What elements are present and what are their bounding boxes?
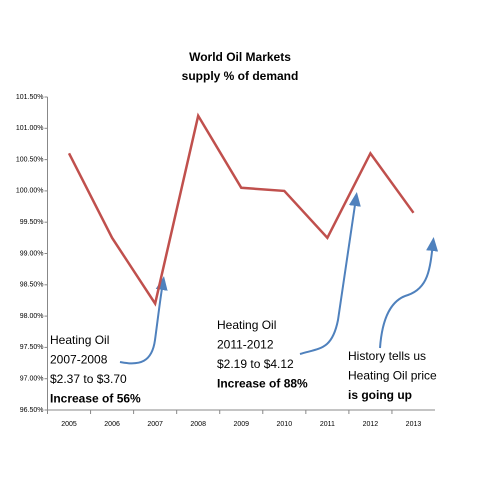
y-tick-label: 99.00% <box>20 250 44 257</box>
y-tick-label: 98.00% <box>20 313 44 320</box>
y-tick-label: 101.00% <box>16 125 44 132</box>
y-tick-label: 97.00% <box>20 376 44 383</box>
y-tick-label: 100.50% <box>16 156 44 163</box>
x-tick-label: 2011 <box>320 421 335 428</box>
y-tick-label: 99.50% <box>20 219 44 226</box>
x-tick-label: 2008 <box>190 421 206 428</box>
annotation-line: Heating Oil <box>217 318 276 332</box>
chart-subtitle: supply % of demand <box>182 69 299 83</box>
x-tick-label: 2009 <box>233 421 249 428</box>
y-tick-label: 96.50% <box>20 407 44 414</box>
chart-title: World Oil Markets <box>189 50 291 64</box>
x-tick-label: 2007 <box>147 421 163 428</box>
x-tick-label: 2006 <box>104 421 120 428</box>
annotation-line: Increase of 88% <box>217 377 308 391</box>
x-tick-label: 2005 <box>61 421 77 428</box>
annotation-line: $2.37 to $3.70 <box>50 372 127 386</box>
x-tick-label: 2010 <box>277 421 293 428</box>
annotation-line: Increase of 56% <box>50 392 141 406</box>
y-tick-label: 101.50% <box>16 94 44 101</box>
x-tick-label: 2012 <box>363 421 379 428</box>
annotation-line: Heating Oil price <box>348 369 437 383</box>
arrow <box>299 192 361 355</box>
annotation-line: Heating Oil <box>50 333 109 347</box>
annotation-line: is going up <box>348 388 412 402</box>
annotation-line: $2.19 to $4.12 <box>217 357 294 371</box>
annotation-line: 2011-2012 <box>217 338 274 352</box>
arrows <box>119 192 439 365</box>
annotation-line: History tells us <box>348 349 426 363</box>
y-tick-label: 97.50% <box>20 344 44 351</box>
line-series <box>67 112 415 307</box>
y-tick-label: 98.50% <box>20 282 44 289</box>
arrow <box>119 276 168 365</box>
arrow <box>379 237 439 349</box>
x-tick-label: 2013 <box>406 421 422 428</box>
y-tick-label: 100.00% <box>16 188 44 195</box>
annotation-line: 2007-2008 <box>50 353 108 367</box>
